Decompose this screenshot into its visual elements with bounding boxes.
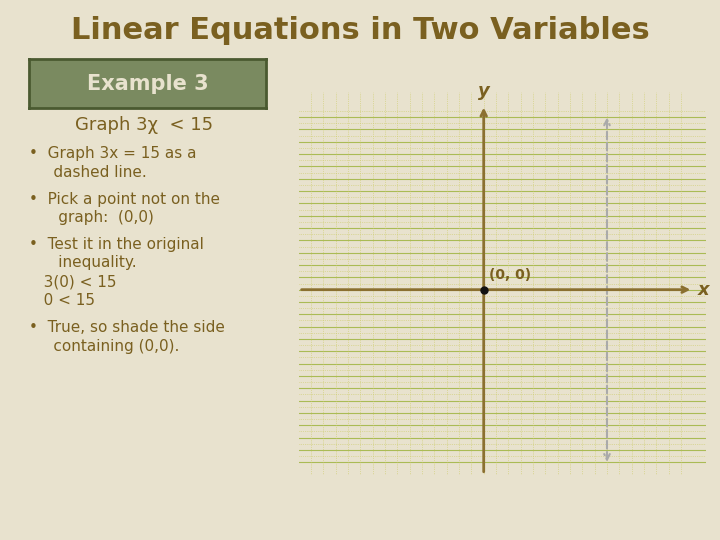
Text: Graph 3χ  < 15: Graph 3χ < 15 — [75, 116, 213, 134]
Text: Example 3: Example 3 — [87, 73, 208, 94]
Text: graph:  (0,0): graph: (0,0) — [29, 210, 153, 225]
Text: •  Pick a point not on the: • Pick a point not on the — [29, 192, 220, 207]
Text: y: y — [478, 82, 490, 100]
Text: •  True, so shade the side: • True, so shade the side — [29, 320, 225, 335]
Text: •  Graph 3x = 15 as a: • Graph 3x = 15 as a — [29, 146, 197, 161]
Text: containing (0,0).: containing (0,0). — [29, 339, 179, 354]
Text: dashed line.: dashed line. — [29, 165, 147, 180]
Text: 3(0) < 15: 3(0) < 15 — [29, 274, 117, 289]
Text: inequality.: inequality. — [29, 255, 136, 271]
Text: x: x — [698, 281, 710, 299]
Text: (0, 0): (0, 0) — [489, 268, 531, 282]
Text: •  Test it in the original: • Test it in the original — [29, 237, 204, 252]
Text: 0 < 15: 0 < 15 — [29, 293, 95, 308]
Text: Linear Equations in Two Variables: Linear Equations in Two Variables — [71, 16, 649, 45]
